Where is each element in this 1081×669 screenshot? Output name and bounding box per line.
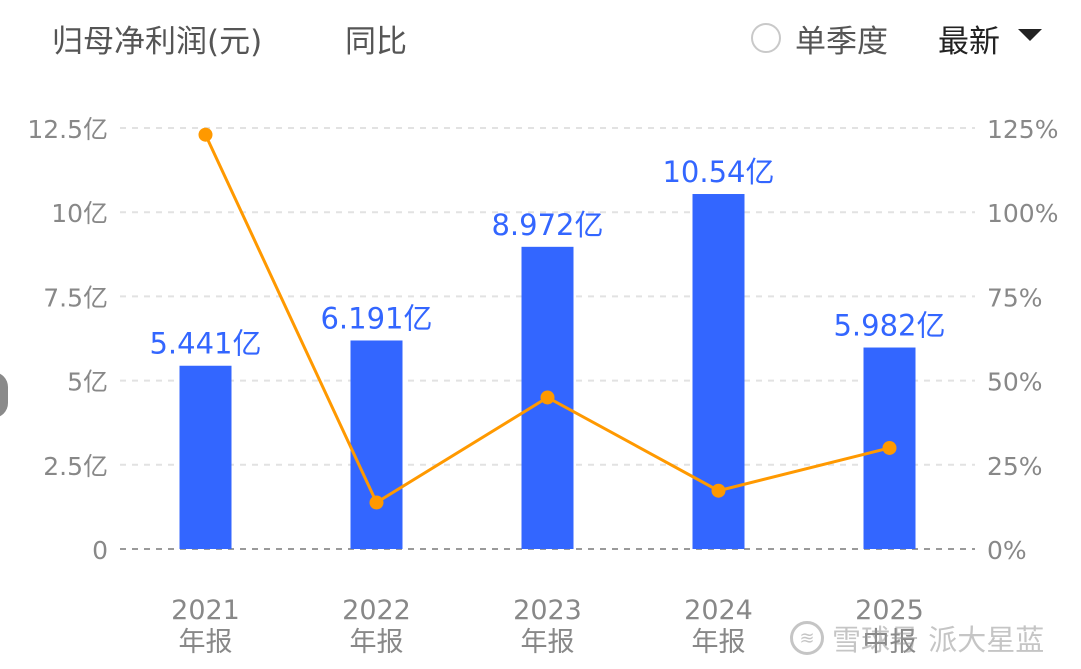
bar (350, 340, 403, 549)
legend-item-net-profit[interactable]: 归母净利润(元) (26, 18, 263, 60)
y-right-tick-label: 25% (987, 452, 1043, 481)
legend-label-yoy: 同比 (345, 23, 407, 60)
x-tick-label-year: 2024 (684, 595, 753, 626)
x-tick-label-period: 年报 (521, 627, 575, 658)
y-right-tick-label: 0% (987, 536, 1027, 565)
y-left-tick-label: 0 (92, 536, 108, 565)
bar-data-label: 10.54亿 (662, 155, 774, 189)
yoy-point (711, 483, 726, 498)
x-tick-label-period: 年报 (692, 627, 746, 658)
y-left-tick-label: 7.5亿 (43, 283, 108, 312)
watermark: ≋ 雪球号 派大星蓝 (790, 616, 1044, 660)
x-tick-label-period: 中报 (863, 627, 917, 658)
radio-circle-icon (751, 23, 781, 53)
yoy-point (540, 390, 555, 405)
y-left-tick-label: 2.5亿 (43, 452, 108, 481)
chart-legend: 归母净利润(元) 同比 单季度 最新 (0, 0, 1081, 80)
legend-item-yoy[interactable]: 同比 (319, 18, 407, 60)
period-dropdown-value: 最新 (938, 23, 1000, 60)
yoy-point (369, 495, 384, 510)
yoy-point (198, 127, 213, 142)
bar-data-label: 5.441亿 (149, 327, 261, 361)
x-tick-label-year: 2022 (342, 595, 411, 626)
y-right-tick-label: 100% (987, 199, 1058, 228)
y-left-tick-label: 5亿 (67, 368, 108, 397)
bar-data-label: 5.982亿 (833, 309, 945, 343)
x-tick-label-year: 2023 (513, 595, 582, 626)
y-left-tick-label: 10亿 (51, 199, 108, 228)
y-left-tick-label: 12.5亿 (27, 115, 108, 144)
caret-down-icon (1018, 29, 1042, 41)
single-quarter-label: 单季度 (795, 23, 888, 60)
bar-data-label: 6.191亿 (320, 301, 432, 335)
single-quarter-radio[interactable]: 单季度 (751, 18, 888, 60)
y-right-tick-label: 50% (987, 368, 1043, 397)
x-tick-label-period: 年报 (179, 627, 233, 658)
legend-label-net-profit: 归母净利润(元) (52, 23, 263, 60)
yoy-point (882, 440, 897, 455)
watermark-text: 雪球号 派大星蓝 (832, 623, 1045, 657)
bar-data-label: 8.972亿 (491, 208, 603, 242)
x-tick-label-period: 年报 (350, 627, 404, 658)
x-tick-label-year: 2021 (171, 595, 240, 626)
snowball-logo-icon: ≋ (790, 621, 824, 655)
y-right-tick-label: 125% (987, 115, 1058, 144)
period-dropdown[interactable]: 最新 (938, 18, 1042, 60)
y-right-tick-label: 75% (987, 283, 1043, 312)
bar (179, 365, 232, 549)
side-scroll-handle[interactable] (0, 372, 8, 418)
x-tick-label-year: 2025 (855, 595, 924, 626)
